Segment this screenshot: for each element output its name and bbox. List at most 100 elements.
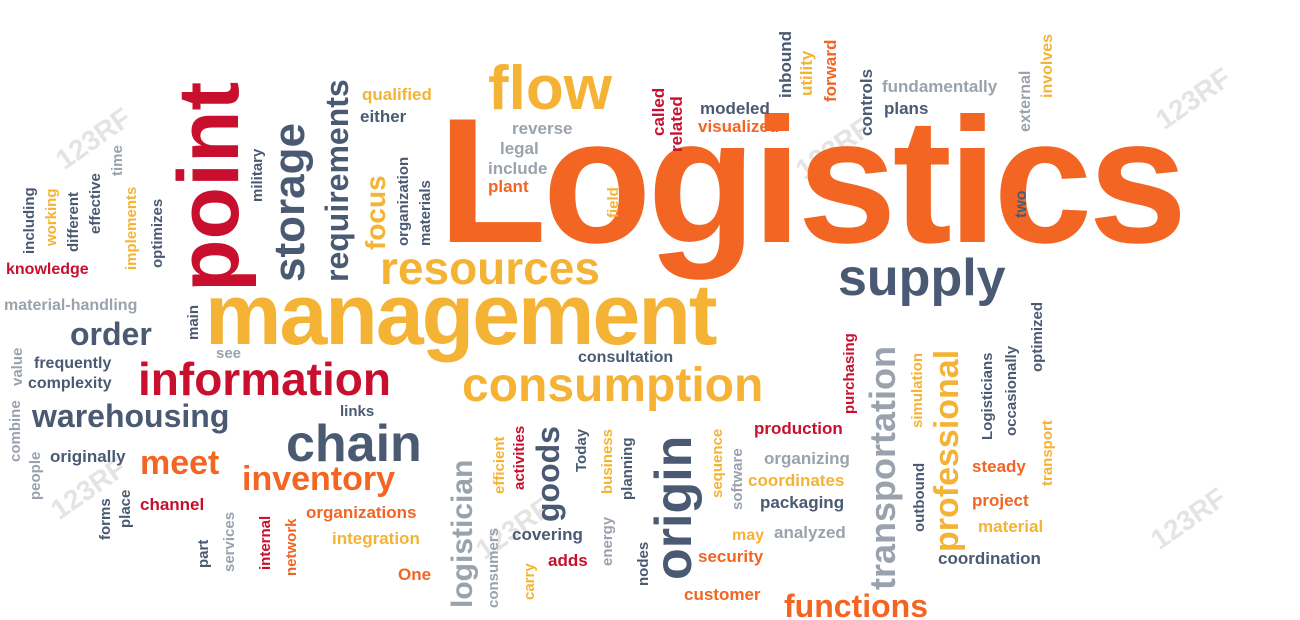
word: project [972,491,1029,510]
word: logistician [446,459,479,608]
word: business [599,428,616,494]
word: simulation [909,352,926,428]
word: security [698,547,764,566]
word: reverse [512,119,573,138]
word: resources [380,242,600,294]
word: organizing [764,449,850,468]
word: Logistics [438,81,1187,280]
word: forward [821,39,840,102]
word: outbound [911,462,928,532]
word: visualized [698,117,780,136]
word: field [605,187,622,218]
word: adds [548,551,588,570]
word: channel [140,495,205,514]
word: transport [1039,420,1056,486]
word: see [216,345,242,362]
word: inbound [776,30,795,98]
word: meet [140,444,220,482]
word: controls [857,68,876,136]
word: transportation [862,345,903,590]
word: qualified [362,85,432,104]
word: requirements [319,79,355,282]
word: external [1017,70,1034,132]
word: One [398,565,432,584]
word: knowledge [6,261,89,278]
word: software [729,448,746,510]
word: organization [395,156,412,246]
word: plans [884,99,929,118]
word: focus [360,175,391,250]
word: utility [797,50,816,96]
word: materials [417,180,434,246]
word: storage [265,123,314,282]
word: customer [684,585,761,604]
word: related [667,96,686,152]
word: integration [332,529,420,548]
word: inventory [242,460,396,498]
word: point [161,81,257,292]
word: efficient [491,436,508,494]
word: warehousing [32,398,230,434]
word: fundamentally [882,77,998,96]
word: Logisticians [979,352,996,440]
word: different [65,192,82,252]
word: organizations [306,503,417,522]
word: material-handling [4,297,138,314]
word: include [488,159,548,178]
word: military [249,148,266,202]
word: purchasing [841,333,858,414]
word: forms [97,498,114,540]
word: nodes [635,541,652,586]
word: links [340,403,375,420]
word: involves [1039,33,1056,98]
word: consultation [578,349,674,366]
word: complexity [28,375,112,392]
word: may [732,527,765,544]
word: supply [838,249,1006,307]
word: professional [928,349,966,552]
word: functions [784,588,928,620]
word: occasionally [1003,345,1020,436]
word: goods [530,426,566,522]
word: analyzed [774,523,846,542]
word: carry [521,563,538,600]
word: sequence [709,428,726,498]
word: either [360,107,407,126]
word: network [283,518,300,576]
word: order [70,316,152,352]
word: information [138,353,391,405]
word: called [649,87,668,136]
word: coordinates [748,471,845,490]
word: originally [50,447,126,466]
word: coordination [938,549,1041,568]
word: including [21,187,38,254]
word: implements [123,186,140,270]
word: consumers [485,527,502,608]
word: main [185,304,202,340]
word: consumption [462,359,764,412]
word: combine [7,400,24,462]
word: optimized [1029,302,1046,372]
word: material [978,517,1044,536]
word: origin [645,435,703,580]
word: two [1013,190,1030,218]
word: modeled [700,99,770,118]
word: activities [511,425,528,490]
word: management [205,267,717,363]
word: internal [257,515,274,570]
word: services [221,511,238,572]
word: optimizes [149,198,166,268]
word: plant [488,177,529,196]
word: steady [972,457,1026,476]
word: chain [286,415,422,473]
word: Today [573,428,590,472]
word: packaging [760,493,845,512]
watermark: 123RF [1145,481,1232,556]
word: people [27,451,44,500]
word: planning [619,437,636,501]
word: production [754,419,843,438]
word: frequently [34,355,112,372]
word: legal [500,139,539,158]
word: place [117,489,134,528]
